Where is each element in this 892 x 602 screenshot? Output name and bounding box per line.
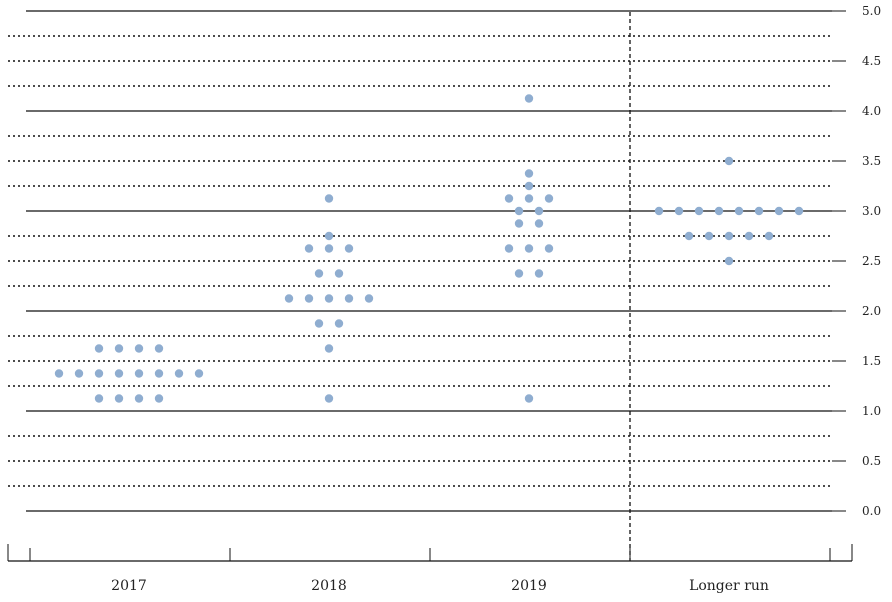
data-point (334, 269, 344, 278)
data-point (514, 219, 524, 228)
data-point (324, 244, 334, 253)
data-point (154, 394, 164, 403)
data-point (54, 369, 64, 378)
data-point (524, 169, 534, 178)
data-point (694, 206, 704, 216)
data-point (194, 369, 204, 378)
y-tick-label: 2.0 (862, 304, 881, 318)
data-point (344, 294, 354, 303)
data-point (654, 206, 664, 216)
data-point (94, 369, 104, 378)
data-point (314, 269, 324, 278)
data-point (114, 394, 124, 403)
data-point (304, 294, 314, 303)
data-point (714, 206, 724, 216)
data-point (324, 344, 334, 353)
data-point (114, 344, 124, 353)
y-tick-label: 3.5 (862, 154, 881, 168)
data-point (114, 369, 124, 378)
data-point (534, 206, 544, 216)
data-point (284, 294, 294, 303)
data-point (314, 319, 324, 328)
data-point (524, 181, 534, 191)
data-point (774, 206, 784, 216)
data-point (754, 206, 764, 216)
y-tick-label: 4.0 (862, 104, 881, 118)
y-tick-label: 2.5 (862, 254, 881, 268)
data-point (674, 206, 684, 216)
y-tick-label: 0.0 (862, 504, 881, 518)
x-axis: 2017 2018 2019 Longer run (7, 544, 853, 594)
data-point (514, 269, 524, 278)
gridlines (8, 10, 832, 512)
y-axis: 0.0 0.5 1.0 1.5 2.0 2.5 3.0 3.5 4.0 4.5 5.0 (832, 4, 881, 518)
data-point (524, 394, 534, 403)
data-point (704, 231, 714, 241)
data-point (504, 244, 514, 253)
data-point (304, 244, 314, 253)
data-point (324, 194, 334, 203)
y-tick-label: 0.5 (862, 454, 881, 468)
data-point (734, 206, 744, 216)
data-point (364, 294, 374, 303)
x-category-label: 2019 (511, 578, 547, 594)
data-point (324, 231, 334, 241)
data-point (154, 369, 164, 378)
x-category-label: 2018 (311, 578, 347, 594)
data-point (94, 394, 104, 403)
data-point (134, 344, 144, 353)
data-point (524, 94, 534, 103)
data-point (794, 206, 804, 216)
data-point (154, 344, 164, 353)
data-point (514, 206, 524, 216)
data-point (134, 394, 144, 403)
data-point (544, 194, 554, 203)
data-point (334, 319, 344, 328)
data-point (524, 244, 534, 253)
data-point (504, 194, 514, 203)
y-tick-label: 3.0 (862, 204, 881, 218)
data-point (534, 269, 544, 278)
data-point (534, 219, 544, 228)
y-tick-label: 5.0 (862, 4, 881, 18)
data-point (544, 244, 554, 253)
data-point (724, 256, 734, 266)
data-point (74, 369, 84, 378)
data-point (324, 394, 334, 403)
y-tick-label: 1.0 (862, 404, 881, 418)
y-tick-label: 4.5 (862, 54, 881, 68)
y-tick-label: 1.5 (862, 354, 881, 368)
data-point (744, 231, 754, 241)
data-points (54, 94, 804, 403)
data-point (764, 231, 774, 241)
data-point (324, 294, 334, 303)
x-category-label: 2017 (111, 578, 147, 594)
x-category-label: Longer run (689, 578, 769, 594)
data-point (134, 369, 144, 378)
data-point (524, 194, 534, 203)
data-point (174, 369, 184, 378)
data-point (724, 231, 734, 241)
data-point (94, 344, 104, 353)
data-point (724, 156, 734, 166)
data-point (344, 244, 354, 253)
data-point (684, 231, 694, 241)
